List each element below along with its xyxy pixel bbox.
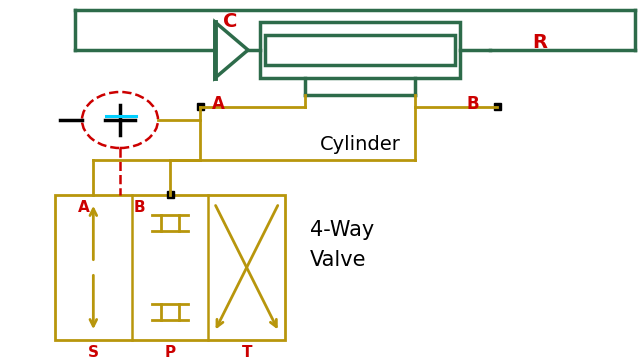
Text: S: S — [88, 345, 99, 360]
Text: T: T — [241, 345, 252, 360]
Text: B: B — [467, 95, 479, 113]
Bar — [494, 103, 501, 110]
Text: A: A — [212, 95, 225, 113]
Text: A: A — [77, 200, 89, 215]
Text: P: P — [164, 345, 175, 360]
Bar — [260, 22, 460, 78]
Text: Valve: Valve — [310, 250, 367, 270]
Bar — [197, 103, 204, 110]
Text: R: R — [532, 32, 547, 51]
Text: Cylinder: Cylinder — [319, 135, 401, 154]
Text: 4-Way: 4-Way — [310, 220, 374, 240]
Polygon shape — [215, 22, 248, 78]
Bar — [265, 35, 455, 65]
Bar — [167, 191, 174, 198]
Text: B: B — [134, 200, 145, 215]
Text: C: C — [223, 12, 237, 31]
Bar — [55, 195, 285, 340]
